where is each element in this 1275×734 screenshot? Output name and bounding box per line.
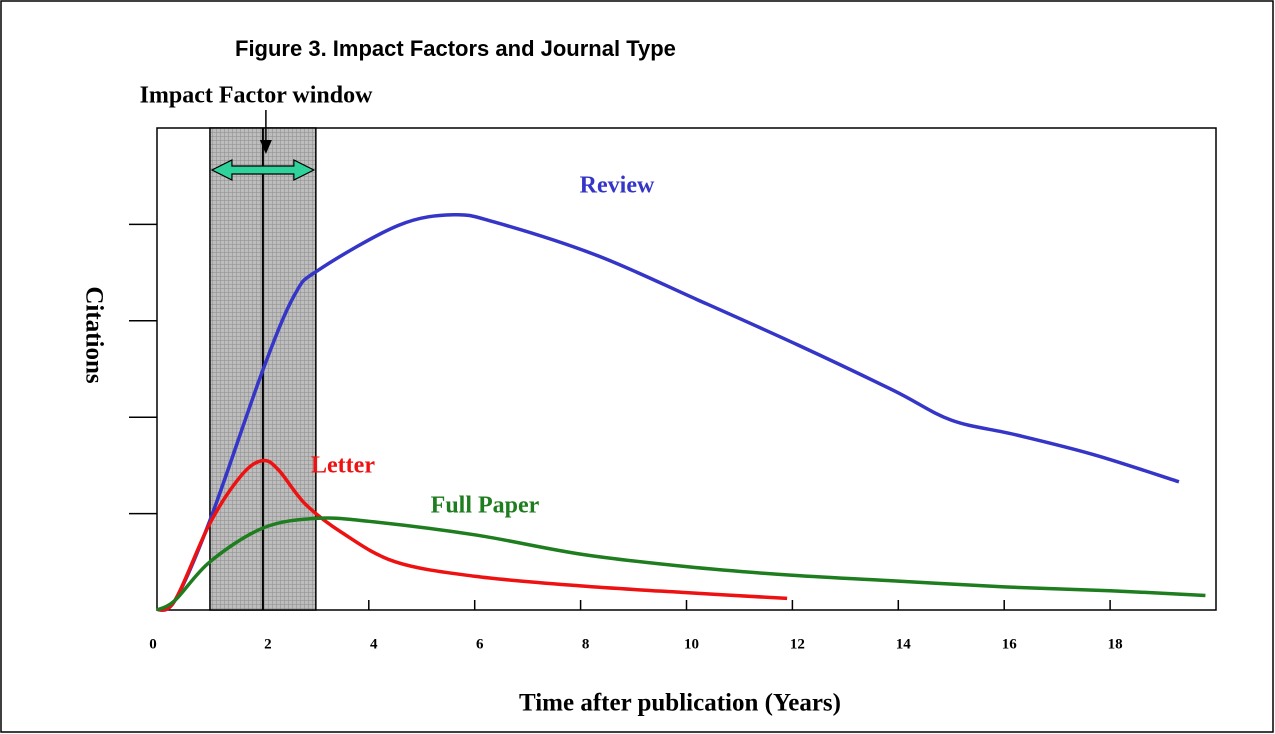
window-arrow xyxy=(210,159,316,181)
x-tick-label: 6 xyxy=(476,636,484,652)
y-axis-label: Citations xyxy=(80,286,107,384)
window-label: Impact Factor window xyxy=(140,83,374,109)
series-label: Full Paper xyxy=(431,493,540,519)
x-tick-label: 2 xyxy=(264,636,272,652)
x-tick-label: 12 xyxy=(790,636,805,652)
window-pointer-head xyxy=(259,140,272,154)
x-tick-label: 18 xyxy=(1108,636,1123,652)
plot-area xyxy=(156,127,1217,611)
x-tick-label: 8 xyxy=(582,636,590,652)
chart-title: Figure 3. Impact Factors and Journal Typ… xyxy=(235,36,676,61)
x-tick-label: 10 xyxy=(684,636,699,652)
series-label: Review xyxy=(580,173,655,199)
x-tick-label: 4 xyxy=(370,636,378,652)
series-label: Letter xyxy=(311,453,375,479)
x-tick-label: 14 xyxy=(896,636,912,652)
x-tick-label: 0 xyxy=(149,636,157,652)
x-tick-label: 16 xyxy=(1002,636,1018,652)
series-line xyxy=(156,212,1180,612)
series-line xyxy=(156,516,1206,612)
x-axis-label: Time after publication (Years) xyxy=(519,690,841,717)
